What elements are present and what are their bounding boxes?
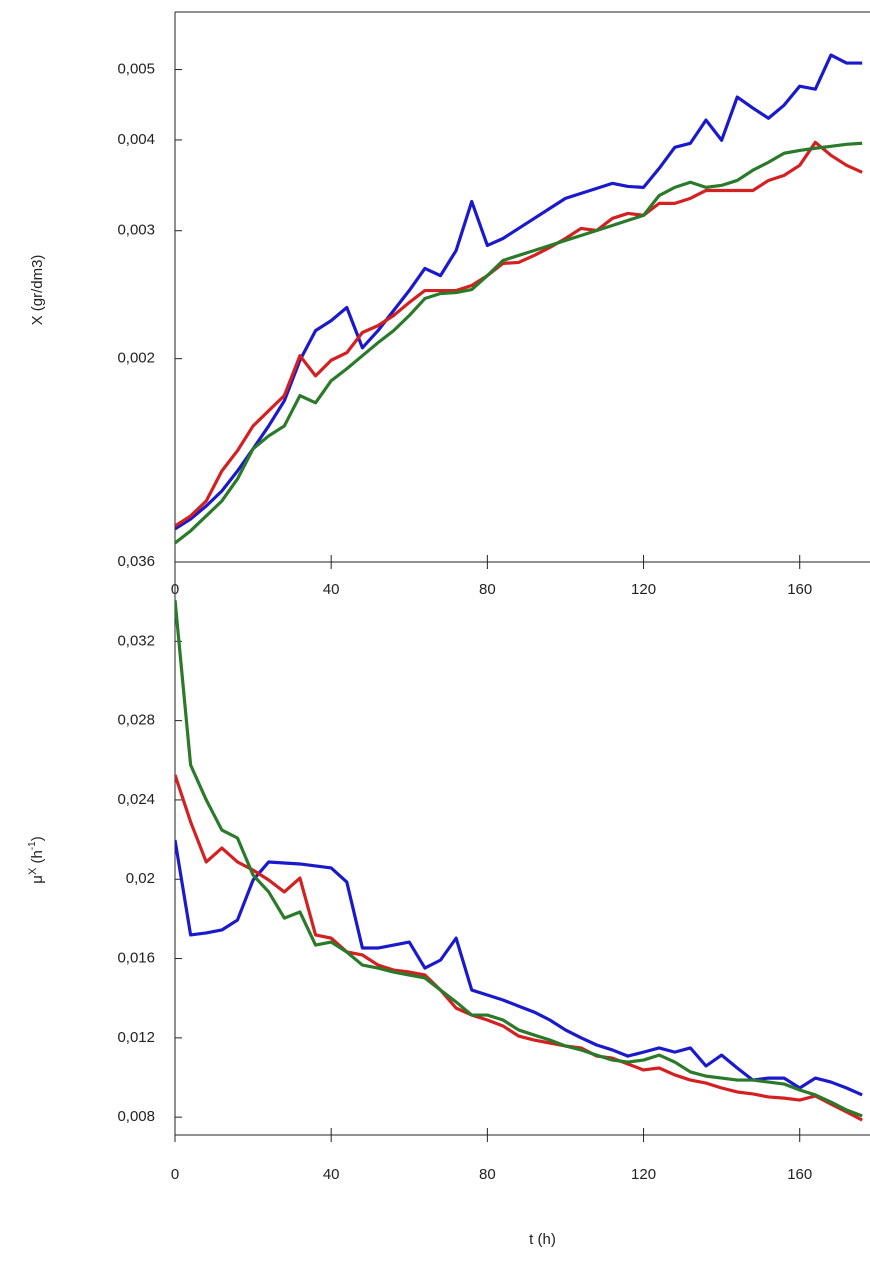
y-tick-label: 0,002 (117, 350, 155, 367)
data-line (175, 600, 862, 1116)
x-tick-label: 0 (171, 1166, 179, 1183)
y-tick-label: 0,008 (117, 1108, 155, 1125)
y-tick-label: 0,028 (117, 712, 155, 729)
data-line (175, 143, 862, 543)
x-tick-label: 160 (787, 1166, 812, 1183)
x-axis-label: t (h) (529, 1231, 556, 1248)
data-line (175, 775, 862, 1120)
y-tick-label: 0,024 (117, 791, 155, 808)
x-tick-label: 160 (787, 581, 812, 598)
plot-area (175, 55, 862, 543)
x-tick-label: 80 (479, 581, 496, 598)
y-tick-label: 0,032 (117, 632, 155, 649)
data-line (175, 840, 862, 1095)
y-axis-label-part: ) (29, 836, 46, 841)
y-tick-label: 0,003 (117, 222, 155, 239)
y-tick-label: 0,004 (117, 131, 155, 148)
x-tick-label: 40 (323, 581, 340, 598)
y-axis-label-part: μ (29, 875, 46, 884)
y-tick-label: 0,036 (117, 553, 155, 570)
y-axis-label: X (gr/dm3) (29, 255, 46, 326)
y-tick-label: 0,005 (117, 61, 155, 78)
x-tick-label: 120 (631, 581, 656, 598)
y-tick-label: 0,012 (117, 1029, 155, 1046)
y-tick-label: 0,02 (126, 870, 155, 887)
plot-area (175, 600, 862, 1120)
y-axis-label-part: (h (29, 850, 46, 868)
page: 0,002 0,003 0,004 0,005 0 40 80 120 160 X (gr/dm3… (0, 0, 870, 1263)
data-line (175, 55, 862, 529)
data-line (175, 142, 862, 526)
x-tick-label: 120 (631, 1166, 656, 1183)
y-tick-label: 0,016 (117, 950, 155, 967)
chart: 0,002 0,003 0,004 0,005 0 40 80 120 160 X (gr/dm3… (0, 0, 870, 1263)
x-tick-label: 80 (479, 1166, 496, 1183)
x-tick-label: 40 (323, 1166, 340, 1183)
y-axis-label: μX (h-1) (27, 836, 46, 883)
